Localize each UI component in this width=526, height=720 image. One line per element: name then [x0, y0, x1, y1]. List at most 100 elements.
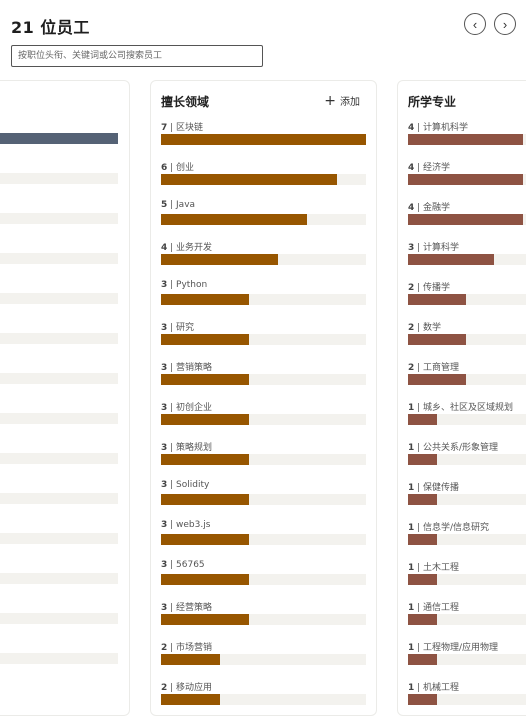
bar-track	[161, 414, 366, 425]
list-item[interactable]: 3 | 初创企业	[161, 399, 376, 439]
list-item[interactable]: 1 | 工程物理/应用物理	[408, 639, 526, 679]
list-item[interactable]: 4 | 计算机科学	[408, 119, 526, 159]
item-name: | 市场营销	[167, 643, 213, 653]
bar-track	[161, 254, 366, 265]
item-count: 4	[408, 123, 415, 133]
list-item[interactable]: 1 | 通信工程	[408, 599, 526, 639]
list-item[interactable]: 5 | Java	[161, 199, 376, 239]
list-item[interactable]: 3 | 56765	[161, 559, 376, 599]
item-name: | 计算机科学	[414, 123, 469, 133]
list-item[interactable]	[0, 253, 129, 293]
list-item[interactable]	[0, 213, 129, 253]
majors-panel-title: 所学专业	[408, 95, 457, 109]
item-name: | 城乡、社区及区域规划	[414, 403, 514, 413]
list-item[interactable]	[0, 493, 129, 533]
bar-track	[161, 174, 366, 185]
list-item[interactable]: 2 | 移动应用	[161, 679, 376, 715]
list-item[interactable]	[0, 333, 129, 373]
plus-icon: +	[324, 92, 336, 109]
bar-track	[0, 573, 118, 584]
list-item[interactable]	[0, 293, 129, 333]
item-count: 4	[408, 163, 415, 173]
list-item[interactable]: 1 | 保健传播	[408, 479, 526, 519]
bar-track	[161, 614, 366, 625]
item-name: | 业务开发	[167, 243, 213, 253]
list-item-label: 4 | 经济学	[408, 160, 450, 173]
item-name: | 营销策略	[167, 363, 213, 373]
list-item[interactable]	[0, 573, 129, 613]
item-count: 1	[408, 563, 415, 573]
list-item[interactable]: 2 | 市场营销	[161, 639, 376, 679]
bar-track	[161, 654, 366, 665]
item-name: | 经济学	[414, 163, 451, 173]
list-item-label: 1 | 土木工程	[408, 560, 459, 573]
bar-track	[0, 653, 118, 664]
bar-fill	[161, 694, 220, 705]
list-item[interactable]	[0, 613, 129, 653]
bar-track	[408, 694, 526, 705]
list-item[interactable]: 3 | web3.js	[161, 519, 376, 559]
item-count: 1	[408, 483, 415, 493]
list-item[interactable]: 7 | 区块链	[161, 119, 376, 159]
list-item[interactable]: 3 | 营销策略	[161, 359, 376, 399]
bar-fill	[161, 294, 249, 305]
next-page-button[interactable]: ›	[494, 13, 516, 35]
bar-track	[161, 374, 366, 385]
list-item[interactable]: 2 | 数学	[408, 319, 526, 359]
bar-fill	[408, 214, 523, 225]
list-item[interactable]: 3 | 计算科学	[408, 239, 526, 279]
list-item[interactable]: 4 | 金融学	[408, 199, 526, 239]
list-item[interactable]: 1 | 机械工程	[408, 679, 526, 715]
list-item-label: 3 | 研究	[161, 320, 194, 333]
add-skill-button[interactable]: + 添加	[324, 92, 360, 109]
list-item[interactable]: 4 | 业务开发	[161, 239, 376, 279]
left-panel	[0, 80, 130, 716]
skills-panel-title: 擅长领域	[161, 95, 210, 109]
list-item-label: 1 | 保健传播	[408, 480, 459, 493]
list-item[interactable]: 3 | 研究	[161, 319, 376, 359]
list-item[interactable]	[0, 453, 129, 493]
list-item[interactable]: 3 | 经营策略	[161, 599, 376, 639]
list-item[interactable]: 1 | 城乡、社区及区域规划	[408, 399, 526, 439]
list-item[interactable]: 2 | 传播学	[408, 279, 526, 319]
bar-fill	[161, 494, 249, 505]
list-item[interactable]: 1 | 信息学/信息研究	[408, 519, 526, 559]
add-skill-label: 添加	[340, 97, 360, 108]
bar-fill	[161, 454, 249, 465]
list-item[interactable]: 2 | 工商管理	[408, 359, 526, 399]
list-item[interactable]: 3 | Python	[161, 279, 376, 319]
bar-fill	[408, 614, 437, 625]
item-name: | 保健传播	[414, 483, 460, 493]
list-item[interactable]: 1 | 土木工程	[408, 559, 526, 599]
bar-track	[0, 133, 118, 144]
list-item[interactable]	[0, 173, 129, 213]
list-item[interactable]	[0, 653, 129, 693]
item-count: 1	[408, 443, 415, 453]
chevron-right-icon: ›	[502, 16, 508, 32]
list-item[interactable]: 6 | 创业	[161, 159, 376, 199]
list-item-label: 2 | 移动应用	[161, 680, 212, 693]
item-name: | Python	[167, 280, 208, 290]
list-item[interactable]: 3 | Solidity	[161, 479, 376, 519]
list-item[interactable]	[0, 413, 129, 453]
bar-track	[161, 334, 366, 345]
bar-track	[0, 493, 118, 504]
list-item[interactable]	[0, 133, 129, 173]
item-count: 3	[161, 323, 168, 333]
item-count: 3	[161, 403, 168, 413]
list-item-label: 1 | 城乡、社区及区域规划	[408, 400, 513, 413]
item-name: | 移动应用	[167, 683, 213, 693]
item-name: | 创业	[167, 163, 195, 173]
bar-fill	[161, 174, 337, 185]
list-item[interactable]: 4 | 经济学	[408, 159, 526, 199]
item-name: | Solidity	[167, 480, 210, 490]
list-item[interactable]	[0, 373, 129, 413]
bar-fill	[161, 254, 278, 265]
list-item[interactable]: 3 | 策略规划	[161, 439, 376, 479]
employee-search-input[interactable]	[11, 45, 263, 67]
page-title: 21 位员工	[11, 18, 90, 37]
bar-track	[408, 654, 526, 665]
list-item[interactable]	[0, 533, 129, 573]
previous-page-button[interactable]: ‹	[464, 13, 486, 35]
list-item[interactable]: 1 | 公共关系/形象管理	[408, 439, 526, 479]
